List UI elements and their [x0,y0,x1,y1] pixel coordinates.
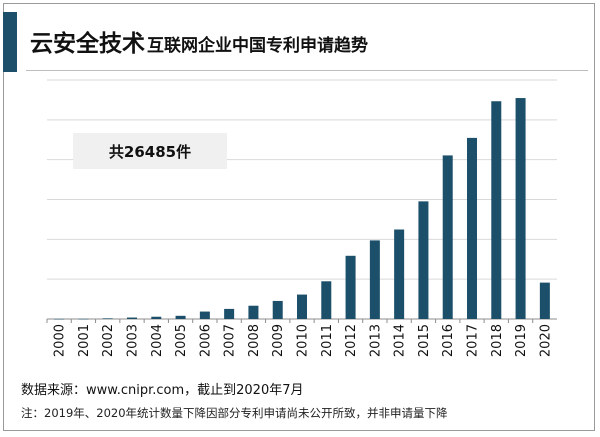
bar-2006 [200,312,210,319]
bar-2016 [443,155,453,319]
bar-2008 [248,306,258,319]
bar-2009 [273,301,283,319]
bar-chart: 2000 2001 2002 2003 2004 2005 2006 2007 2008 2009… [0,0,600,437]
bar-2017 [467,138,477,319]
x-tick-label-2012: 2012 [344,324,359,357]
bar-2012 [346,256,356,319]
x-tick-label-2000: 2000 [53,324,68,357]
x-tick-label-2007: 2007 [223,324,238,357]
bar-2014 [394,230,404,319]
bars [54,98,550,319]
x-tick-label-2005: 2005 [174,324,189,357]
bar-2010 [297,295,307,319]
x-tick-label-2016: 2016 [441,324,456,357]
bar-2020 [540,283,550,319]
bar-2018 [491,101,501,319]
x-tick-label-2018: 2018 [490,324,505,357]
total-count-label: 共26485件 [73,133,227,169]
x-tick-label-2004: 2004 [150,324,165,357]
x-tick-label-2009: 2009 [271,324,286,357]
bar-2004 [151,317,161,319]
bar-2019 [516,98,526,319]
x-tick-label-2019: 2019 [514,324,529,357]
x-tick-label-2010: 2010 [296,324,311,357]
bar-2013 [370,240,380,319]
bar-2000 [54,319,64,320]
x-tick-label-2001: 2001 [77,324,92,357]
footnote-text: 注：2019年、2020年统计数量下降因部分专利申请尚未公开所致，并非申请量下降 [21,405,448,421]
x-tick-label-2002: 2002 [101,324,116,357]
bar-2011 [321,281,331,319]
x-tick-label-2015: 2015 [417,324,432,357]
bar-2015 [418,201,428,319]
x-axis-labels: 2000 2001 2002 2003 2004 2005 2006 2007 2008 2009… [47,319,553,357]
gridlines [47,80,557,319]
x-tick-label-2013: 2013 [368,324,383,357]
x-tick-label-2020: 2020 [538,324,553,357]
x-tick-label-2003: 2003 [126,324,141,357]
x-tick-label-2017: 2017 [466,324,481,357]
x-tick-label-2014: 2014 [393,324,408,357]
x-tick-label-2008: 2008 [247,324,262,357]
x-tick-label-2011: 2011 [320,324,335,357]
bar-2002 [103,318,113,319]
bar-2007 [224,309,234,319]
x-tick-label-2006: 2006 [198,324,213,357]
bar-2005 [176,316,186,319]
bar-2003 [127,318,137,319]
data-source-text: 数据来源：www.cnipr.com，截止到2020年7月 [21,379,304,398]
bar-2001 [78,319,88,320]
